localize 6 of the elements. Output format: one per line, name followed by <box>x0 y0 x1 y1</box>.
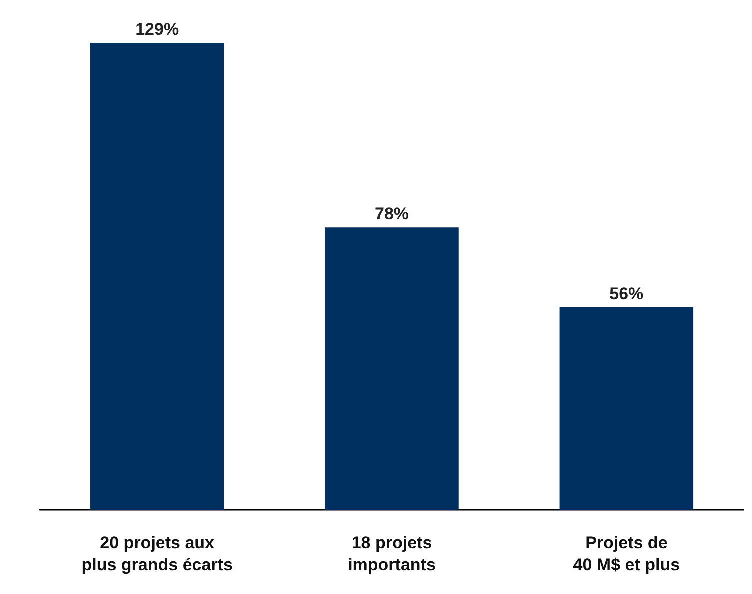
data-label: 129% <box>136 20 180 39</box>
x-tick-label: 20 projets aux plus grands écarts <box>82 534 233 574</box>
data-label: 56% <box>610 284 644 304</box>
x-tick-label: Projets de 40 M$ et plus <box>573 534 680 574</box>
x-tick-label: 18 projets importants <box>348 534 436 574</box>
data-label: 78% <box>374 204 410 224</box>
